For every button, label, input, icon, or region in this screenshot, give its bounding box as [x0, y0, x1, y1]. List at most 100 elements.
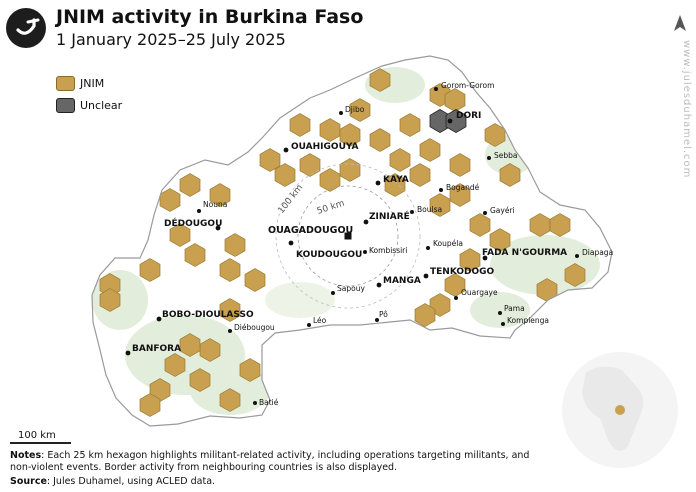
scale-label: 100 km [18, 430, 56, 441]
city-label-koupela: Koupéla [433, 239, 463, 248]
source-body: : Jules Duhamel, using ACLED data. [46, 476, 216, 487]
city-label-gorom: Gorom-Gorom [441, 81, 494, 90]
city-dot-djibo [339, 111, 343, 115]
city-label-diebougou: Diébougou [234, 323, 275, 332]
city-label-boulsa: Boulsa [417, 205, 442, 214]
ring-100km [275, 163, 421, 309]
city-dot-kompienga [501, 322, 505, 326]
hexagon-jnim [99, 288, 121, 312]
city-dot-diapaga [575, 254, 579, 258]
city-dot-po [375, 318, 379, 322]
legend-label-unclear: Unclear [80, 98, 123, 112]
hexagon-jnim [189, 368, 211, 392]
city-dot-banfora [125, 350, 131, 356]
hexagon-jnim [139, 393, 161, 417]
city-label-kompienga: Kompienga [507, 316, 549, 325]
city-dot-kombissiri [363, 250, 367, 254]
map-title: JNIM activity in Burkina Faso [56, 6, 364, 28]
hexagon-jnim [339, 123, 361, 147]
legend-swatch-unclear [56, 97, 75, 113]
hexagon-jnim [564, 263, 586, 287]
city-label-djibo: Djibo [345, 105, 365, 114]
city-label-gayeri: Gayéri [490, 206, 515, 215]
notes-text: Notes: Each 25 km hexagon highlights mil… [10, 450, 530, 474]
scale-bar [10, 442, 71, 444]
source-text: Source: Jules Duhamel, using ACLED data. [10, 476, 215, 487]
hexagon-jnim [349, 98, 371, 122]
hexagon-jnim [489, 228, 511, 252]
hexagon-jnim [389, 148, 411, 172]
notes-label: Notes [10, 450, 42, 461]
hexagon-jnim [164, 353, 186, 377]
city-dot-kaya [375, 180, 381, 186]
city-dot-gayeri [483, 211, 487, 215]
city-dot-boulsa [410, 210, 414, 214]
hexagon-jnim [369, 128, 391, 152]
ring-50km [297, 185, 399, 287]
locator-globe [562, 352, 678, 468]
source-label: Source [10, 476, 47, 487]
hexagon-jnim [469, 213, 491, 237]
city-label-dedougou: DÉDOUGOU [164, 217, 222, 229]
hexagon-layer [99, 68, 586, 417]
hexagon-jnim [299, 153, 321, 177]
city-label-tenkodogo: TENKODOGO [430, 267, 495, 277]
hexagon-jnim [549, 213, 571, 237]
hexagon-jnim [369, 68, 391, 92]
city-dot-pama [498, 311, 502, 315]
city-label-sebba: Sebba [494, 151, 518, 160]
hexagon-jnim [259, 148, 281, 172]
hexagon-jnim [449, 183, 471, 207]
map-subtitle: 1 January 2025–25 July 2025 [56, 30, 286, 49]
hexagon-jnim [179, 333, 201, 357]
city-dot-dori [447, 118, 453, 124]
hexagon-jnim [459, 248, 481, 272]
city-label-po: Pô [379, 310, 388, 319]
city-label-pama: Pama [504, 304, 525, 313]
city-dot-sebba [487, 156, 491, 160]
hexagon-jnim [209, 183, 231, 207]
city-dot-fada [482, 255, 488, 261]
city-label-dori: DORI [456, 111, 481, 121]
hexagon-jnim [169, 223, 191, 247]
hexagon-jnim [224, 233, 246, 257]
legend-swatch-jnim [56, 75, 75, 91]
city-dot-dedougou [215, 225, 221, 231]
city-label-diapaga: Diapaga [582, 248, 613, 257]
capital-marker [344, 232, 352, 240]
city-label-sapouy: Sapouy [337, 284, 365, 293]
city-dot-gorom [434, 87, 438, 91]
j-logo-icon [16, 18, 40, 35]
city-label-ouahigouya: OUAHIGOUYA [291, 142, 359, 152]
city-dot-koupela [426, 246, 430, 250]
legend: JNIM Unclear [56, 72, 122, 116]
legend-item-unclear: Unclear [56, 94, 122, 116]
city-dot-ziniare [363, 219, 369, 225]
hexagon-jnim [399, 113, 421, 137]
hexagon-jnim [409, 163, 431, 187]
city-label-ouargaye: Ouargaye [461, 288, 498, 297]
city-dot-leo [307, 323, 311, 327]
city-label-bobo: BOBO-DIOULASSO [162, 310, 254, 320]
city-dot-sapouy [331, 291, 335, 295]
city-label-manga: MANGA [383, 276, 421, 286]
north-arrow-icon [674, 15, 686, 31]
hexagon-jnim [179, 173, 201, 197]
hexagon-jnim [499, 163, 521, 187]
notes-body: : Each 25 km hexagon highlights militant… [10, 450, 530, 473]
city-dot-batie [253, 401, 257, 405]
city-dot-manga [376, 282, 382, 288]
hexagon-jnim [139, 258, 161, 282]
city-dot-bogande [439, 188, 443, 192]
legend-item-jnim: JNIM [56, 72, 122, 94]
hexagon-unclear [445, 109, 467, 133]
city-label-leo: Léo [313, 316, 327, 325]
hexagon-jnim [219, 388, 241, 412]
website-credit: www.julesduhamel.com [681, 40, 692, 179]
city-dot-koudougou [288, 240, 294, 246]
city-label-ziniare: ZINIARÉ [369, 210, 410, 222]
hexagon-jnim [239, 358, 261, 382]
hexagon-jnim [419, 138, 441, 162]
hexagon-jnim [449, 153, 471, 177]
